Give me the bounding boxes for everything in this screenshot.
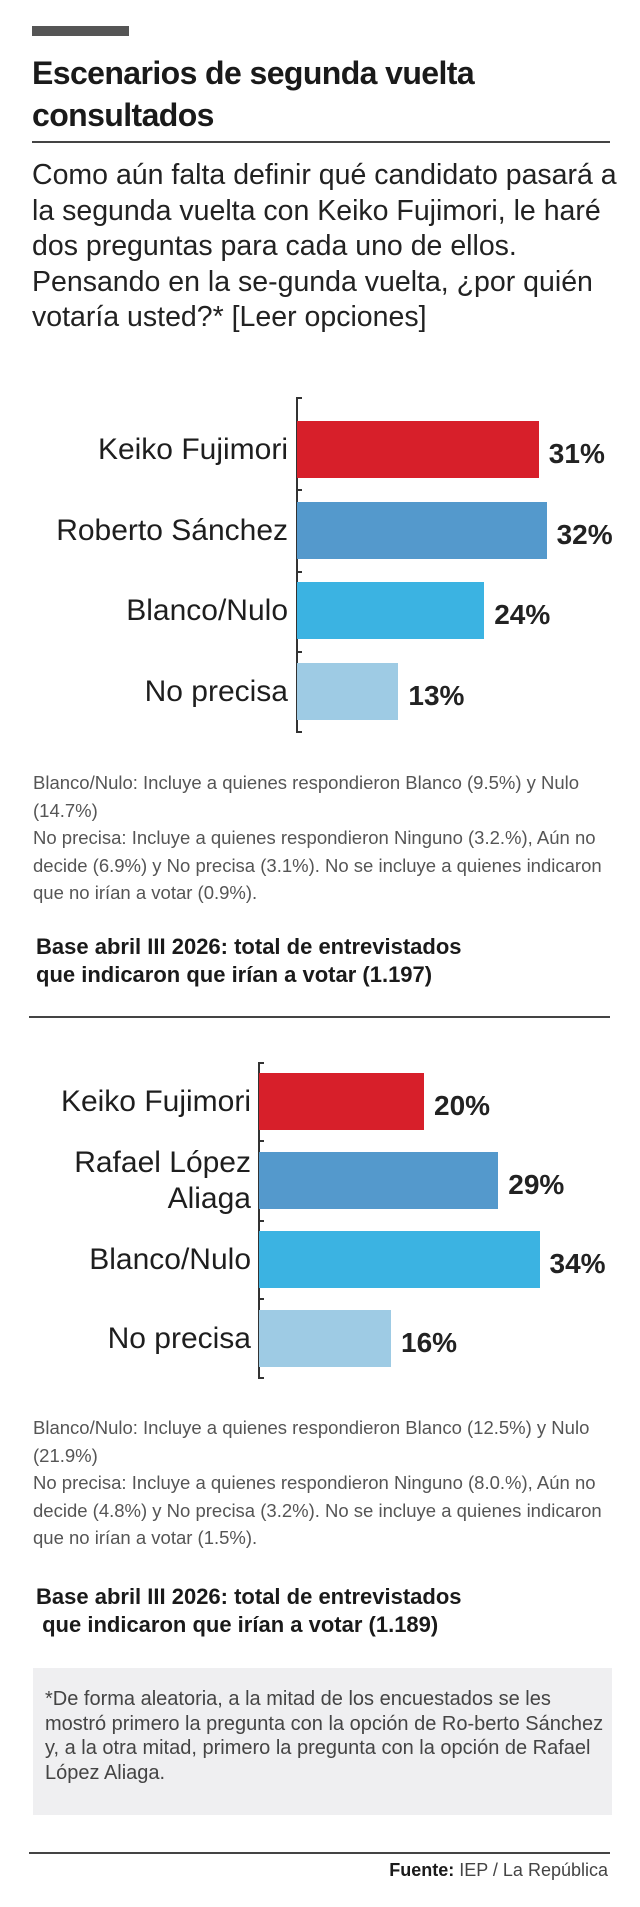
axis-tick	[296, 731, 302, 733]
axis-tick	[296, 651, 302, 653]
axis-tick	[258, 1140, 264, 1142]
survey-question: Como aún falta definir qué candidato pas…	[32, 159, 617, 333]
y-axis	[296, 397, 298, 733]
category-label: Keiko Fujimori	[97, 432, 288, 466]
footnote-box	[33, 1668, 612, 1815]
base-scenario-1: Base abril III 2026: total de entrevista…	[36, 934, 462, 987]
base-scenario-2: Base abril III 2026: total de entrevista…	[36, 1584, 462, 1637]
axis-tick	[296, 489, 302, 491]
axis-tick	[258, 1220, 264, 1222]
axis-tick	[296, 571, 302, 573]
axis-tick	[258, 1298, 264, 1300]
value-label: 29%	[508, 1168, 565, 1200]
source-credit: Fuente: IEP / La República	[389, 1860, 608, 1881]
bar-blanco-nulo	[259, 1231, 540, 1288]
category-label: Rafael López Aliaga	[20, 1142, 251, 1219]
value-label: 24%	[494, 598, 551, 630]
value-label: 16%	[401, 1326, 458, 1358]
footnote-text: *De forma aleatoria, a la mitad de los e…	[45, 1688, 604, 1784]
category-label: No precisa	[107, 1321, 251, 1355]
note-blanco-nulo: Blanco/Nulo: Incluye a quienes respondie…	[33, 772, 580, 821]
value-label: 32%	[556, 518, 613, 550]
header-accent-bar	[32, 26, 129, 36]
value-label: 20%	[434, 1089, 491, 1121]
category-label: Blanco/Nulo	[89, 1242, 251, 1276]
axis-tick	[258, 1377, 264, 1379]
bar-rafael-lopez-aliaga	[259, 1152, 499, 1209]
category-label: No precisa	[144, 674, 288, 708]
note-no-precisa: No precisa: Incluye a quienes respondier…	[33, 1472, 602, 1549]
value-label: 13%	[408, 679, 465, 711]
category-label: Blanco/Nulo	[126, 593, 288, 627]
notes-scenario-1: Blanco/Nulo: Incluye a quienes respondie…	[33, 769, 623, 907]
footer-divider	[29, 1852, 610, 1854]
value-label: 34%	[549, 1247, 606, 1279]
axis-tick	[258, 1062, 264, 1064]
title-divider	[32, 141, 610, 143]
source-value: IEP / La República	[454, 1860, 608, 1880]
note-blanco-nulo: Blanco/Nulo: Incluye a quienes respondie…	[33, 1417, 590, 1466]
source-label: Fuente:	[389, 1860, 455, 1880]
bar-roberto-sanchez	[297, 502, 547, 559]
category-label-text: Rafael López Aliaga	[74, 1145, 251, 1215]
note-no-precisa: No precisa: Incluye a quienes respondier…	[33, 827, 602, 904]
category-label: Roberto Sánchez	[56, 513, 288, 547]
chart-title: Escenarios de segunda vuelta consultados	[32, 55, 475, 133]
axis-tick	[296, 397, 302, 399]
bar-blanco-nulo	[297, 582, 485, 639]
bar-keiko-fujimori	[297, 421, 539, 478]
value-label: 31%	[548, 437, 605, 469]
category-label: Keiko Fujimori	[60, 1084, 251, 1118]
bar-no-precisa	[259, 1310, 391, 1367]
bar-keiko-fujimori	[259, 1073, 424, 1130]
bar-no-precisa	[297, 663, 399, 720]
section-divider	[29, 1016, 610, 1018]
notes-scenario-2: Blanco/Nulo: Incluye a quienes respondie…	[33, 1414, 623, 1552]
